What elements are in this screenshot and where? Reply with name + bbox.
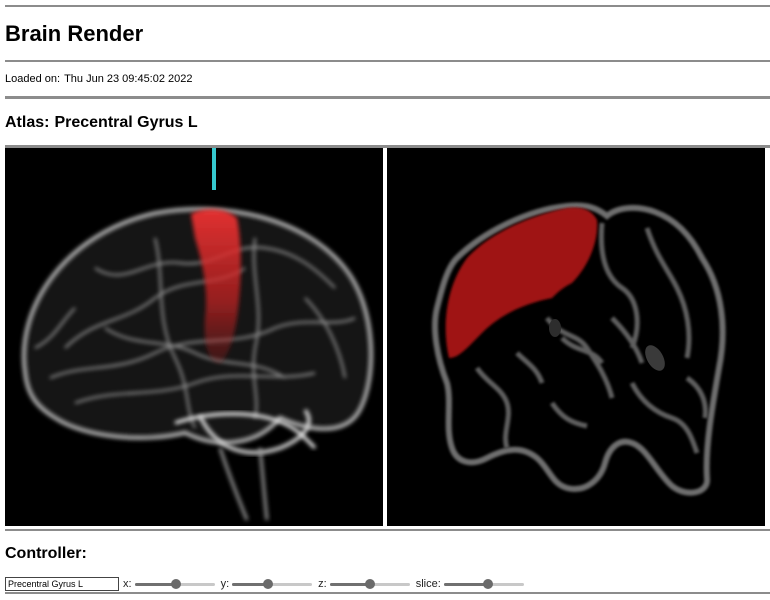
panels-rule (5, 529, 770, 531)
slice-slider[interactable] (443, 578, 524, 590)
y-slider[interactable] (232, 578, 313, 590)
x-slider-thumb[interactable] (171, 579, 182, 589)
x-slider-fill (134, 583, 177, 586)
atlas-search-input[interactable] (5, 577, 119, 591)
title-rule (5, 60, 770, 62)
atlas-rule (5, 145, 770, 148)
z-label: z: (318, 578, 327, 590)
slice-slider-thumb[interactable] (482, 579, 493, 589)
ventricle-right (549, 319, 561, 337)
slice-outer-outline (432, 202, 726, 496)
controller-title: Controller: (5, 545, 87, 562)
z-slider-thumb[interactable] (364, 579, 375, 589)
x-label: x: (123, 578, 132, 590)
loaded-date: Thu Jun 23 09:45:02 2022 (64, 73, 193, 85)
brain-3d-svg (22, 148, 373, 521)
precentral-gyrus-highlight (191, 209, 241, 363)
loaded-timestamp: Loaded on: Thu Jun 23 09:45:02 2022 (5, 72, 193, 86)
slice-label: slice: (415, 578, 441, 590)
coronal-slice-view[interactable] (387, 148, 765, 526)
panel-divider (383, 148, 387, 526)
ventricle-left (645, 345, 665, 371)
brain-3d-render[interactable] (5, 148, 383, 526)
top-rule (5, 5, 770, 7)
y-label: y: (220, 578, 230, 590)
z-slider[interactable] (329, 578, 410, 590)
cursor-marker (212, 148, 216, 190)
slice-precentral-highlight (445, 207, 598, 358)
atlas-name: Precentral Gyrus L (54, 114, 198, 131)
cerebrum-outline (22, 207, 373, 445)
atlas-heading: Atlas: Precentral Gyrus L (5, 113, 198, 133)
temporal-ridge (174, 412, 317, 450)
x-slider[interactable] (134, 578, 215, 590)
y-slider-fill (232, 583, 269, 586)
coronal-slice-svg (432, 202, 726, 496)
loaded-rule (5, 96, 770, 99)
slice-slider-fill (443, 583, 488, 586)
z-slider-fill (329, 583, 370, 586)
atlas-label: Atlas: (5, 114, 50, 131)
bottom-rule (5, 592, 770, 594)
cerebellum-outline (198, 408, 311, 455)
page-title: Brain Render (5, 21, 144, 46)
brainstem-outline (218, 447, 269, 521)
slice-internal-structures (474, 222, 708, 454)
controller-bar: x: y: z: slice: (5, 576, 530, 592)
y-slider-thumb[interactable] (263, 579, 274, 589)
loaded-label: Loaded on: (5, 73, 61, 85)
